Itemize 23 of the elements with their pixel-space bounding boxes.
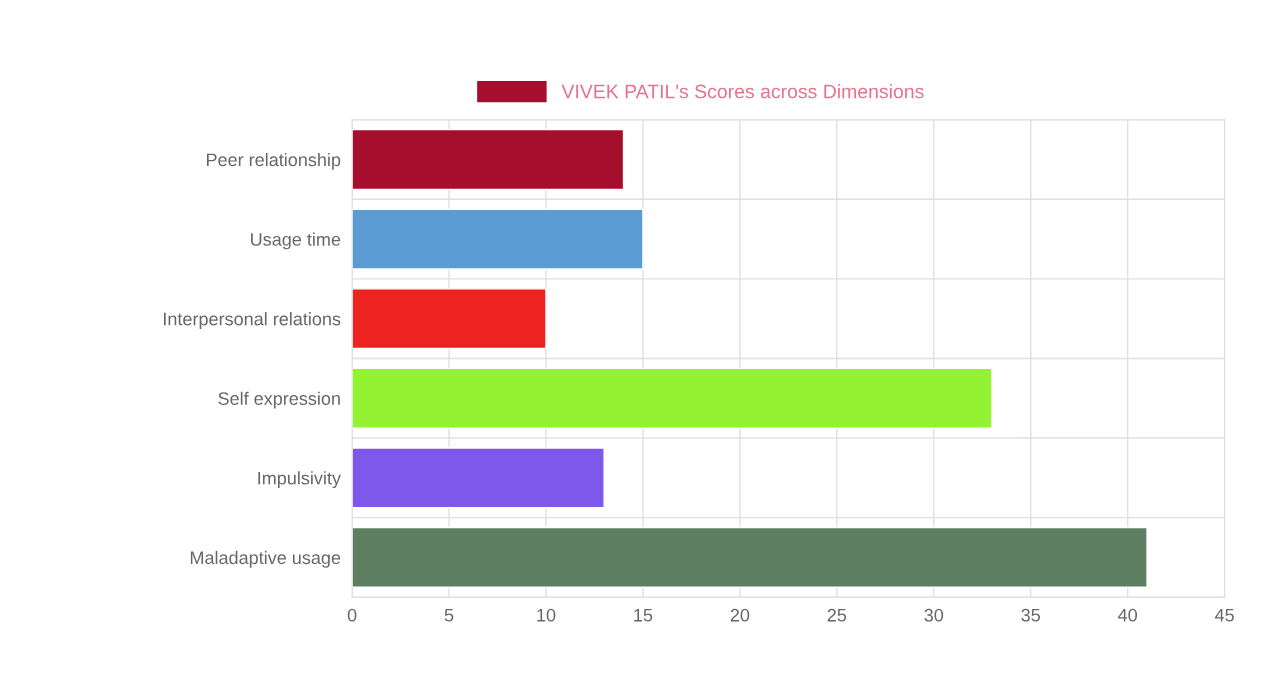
x-tick-label: 45: [1214, 608, 1234, 622]
x-tick-label: 20: [730, 608, 750, 622]
x-tick-label: 40: [1118, 608, 1137, 622]
x-tick-label: 10: [537, 608, 556, 622]
y-tick-label: Self expression: [218, 391, 340, 409]
y-tick-label: Peer relationship: [206, 152, 341, 170]
y-tick-label: Interpersonal relations: [164, 312, 341, 329]
x-tick-label: 0: [347, 608, 357, 622]
y-tick-label: Maladaptive usage: [190, 550, 341, 568]
y-tick-label: Impulsivity: [258, 471, 341, 489]
legend-label: VIVEK PATIL's Scores across Dimensions: [561, 84, 924, 99]
bar: [352, 367, 993, 429]
bar: [352, 208, 644, 270]
x-tick-label: 30: [924, 608, 944, 622]
x-tick-label: 35: [1021, 608, 1040, 622]
x-tick-label: 25: [827, 608, 847, 622]
bar: [352, 128, 625, 191]
x-tick-label: 15: [634, 608, 653, 622]
y-tick-label: Usage time: [251, 232, 341, 250]
x-tick-label: 5: [444, 608, 454, 622]
bar: [352, 526, 1148, 588]
bar: [352, 288, 547, 350]
bar: [352, 447, 605, 509]
